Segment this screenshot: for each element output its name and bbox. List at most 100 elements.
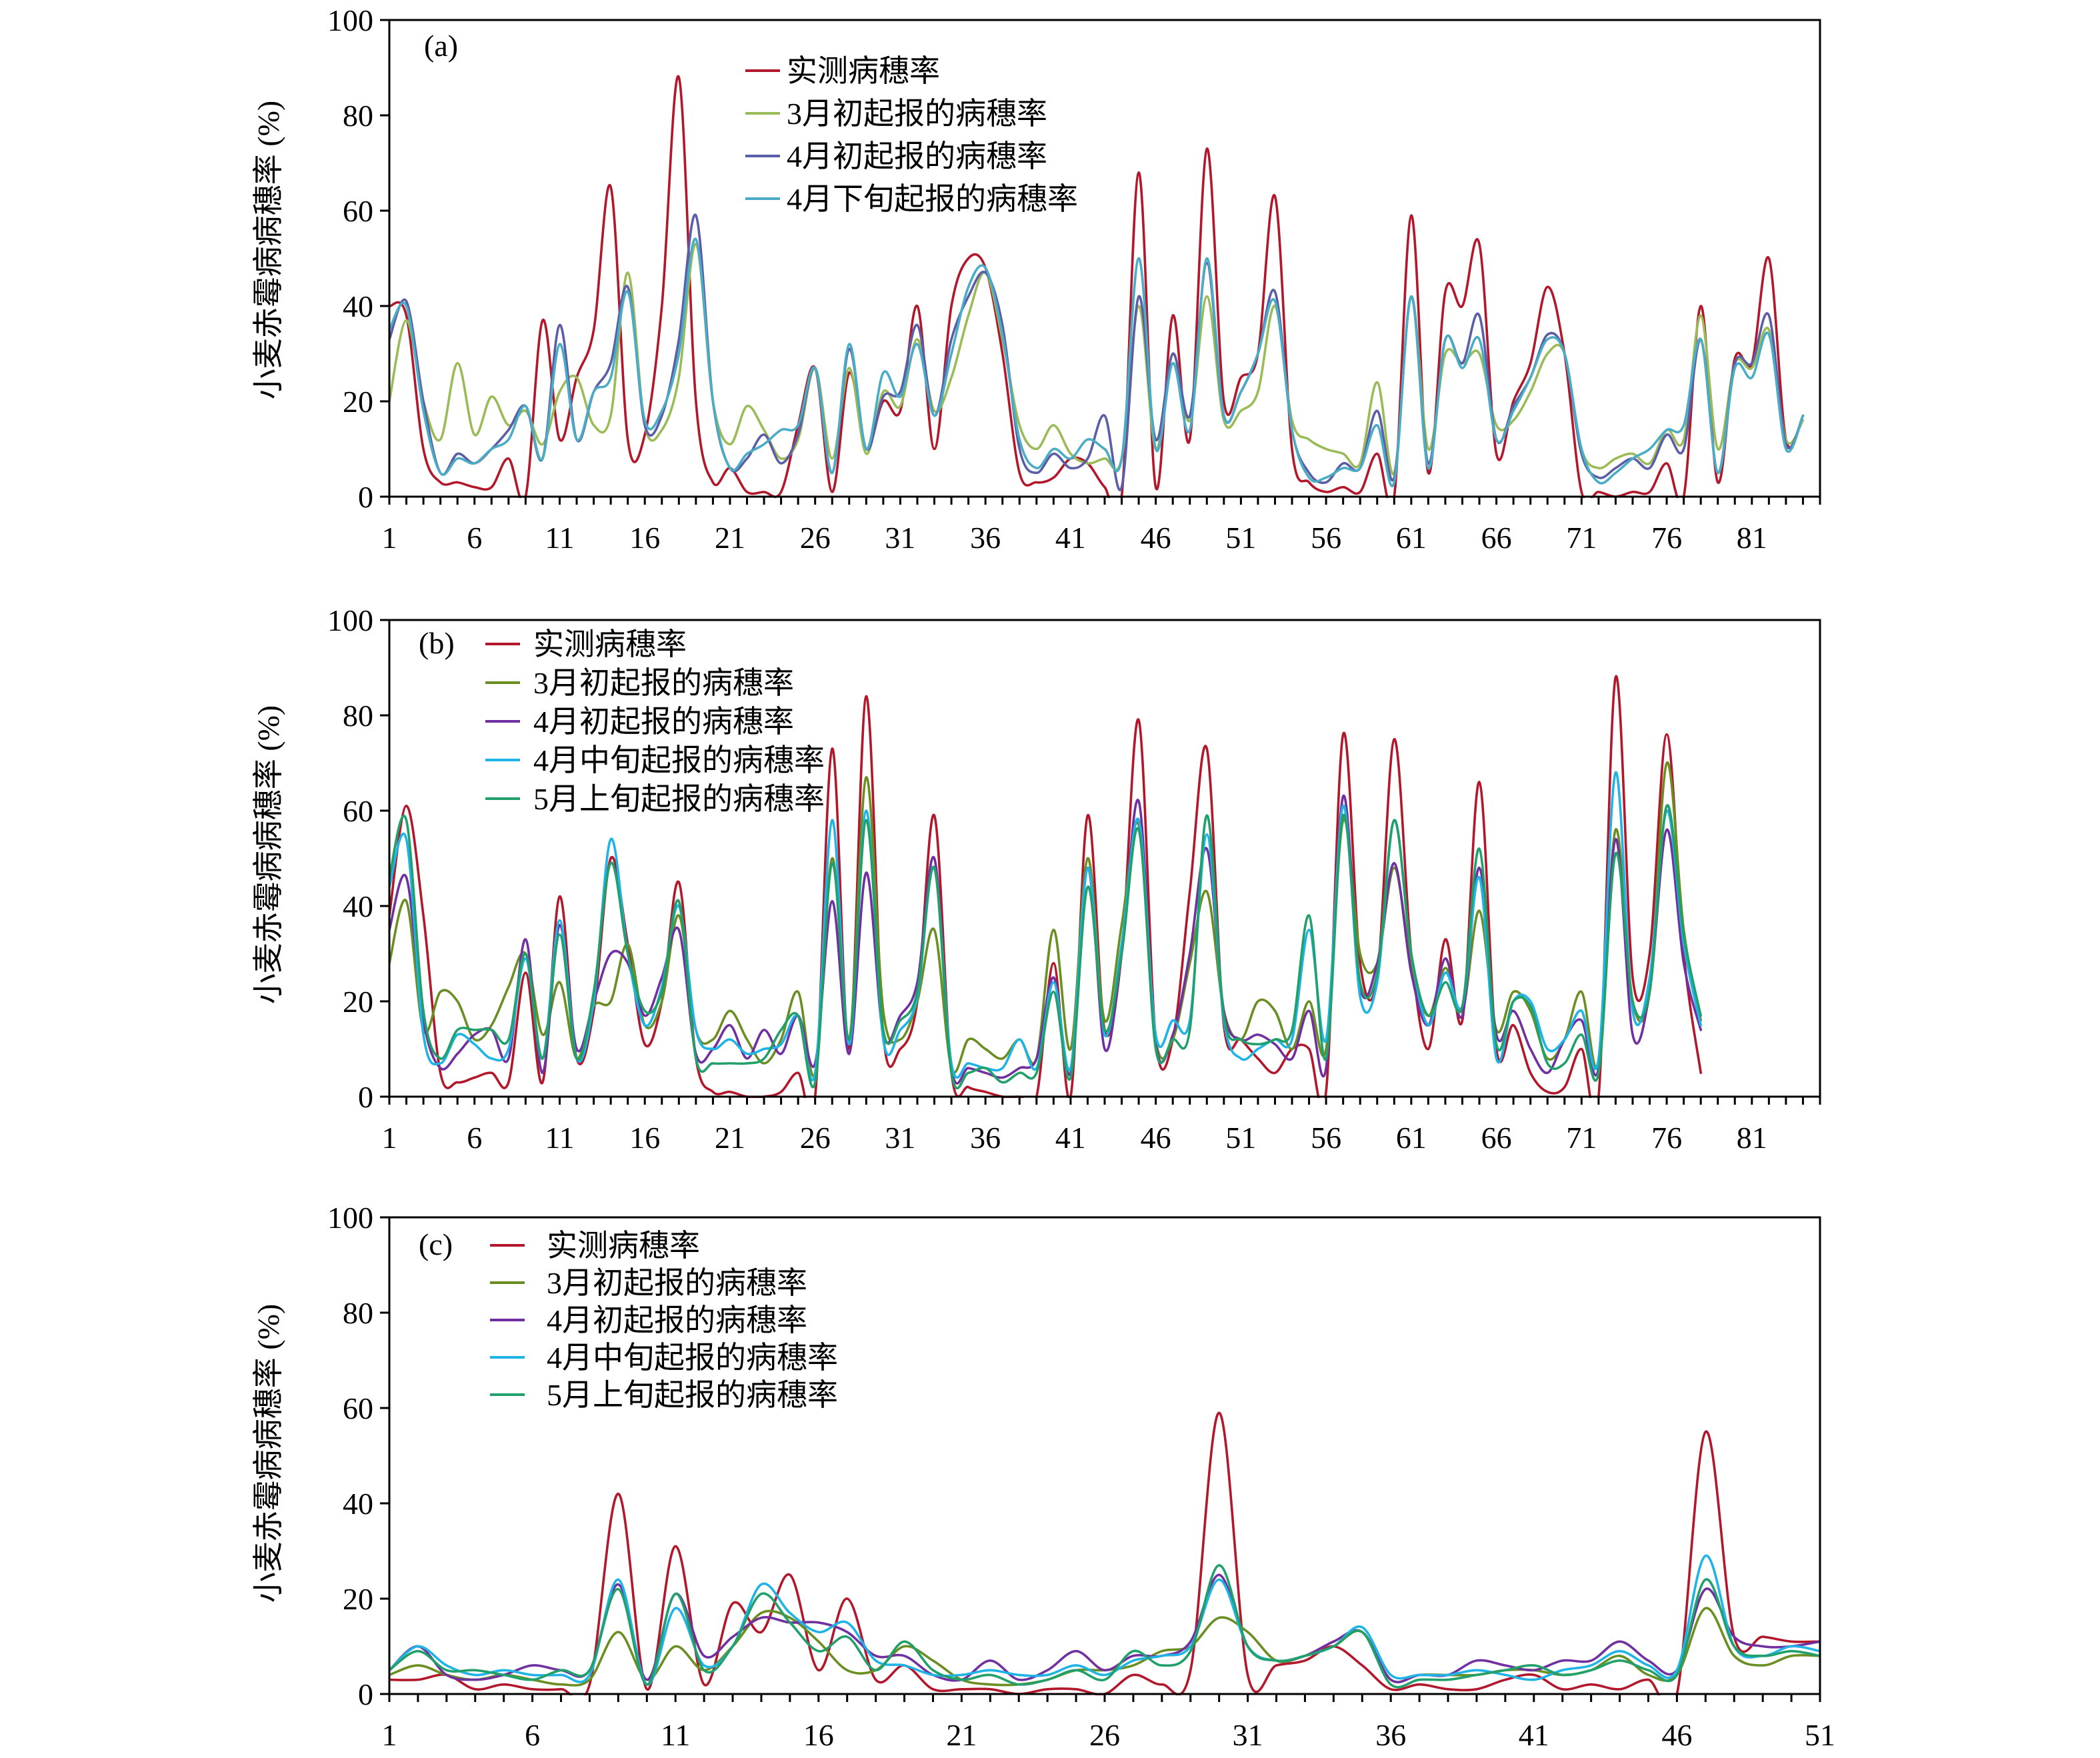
legend-label: 3月初起报的病穗率 xyxy=(533,666,794,700)
legend-label: 4月中旬起报的病穗率 xyxy=(547,1341,838,1375)
legend-label: 实测病穗率 xyxy=(547,1229,700,1263)
series-line xyxy=(389,237,1805,487)
y-tick-label: 60 xyxy=(343,194,373,228)
x-tick-label: 66 xyxy=(1481,1121,1512,1155)
legend-label: 4月初起报的病穗率 xyxy=(787,139,1047,173)
y-tick-label: 60 xyxy=(343,794,373,828)
series-line xyxy=(389,1554,1820,1686)
x-tick-label: 36 xyxy=(970,1121,1001,1155)
x-tick-label: 56 xyxy=(1311,521,1341,555)
y-tick-label: 100 xyxy=(327,1201,373,1235)
y-tick-label: 0 xyxy=(358,1677,373,1711)
legend-label: 4月初起报的病穗率 xyxy=(533,705,794,739)
y-tick-label: 20 xyxy=(343,985,373,1019)
legend-item: 实测病穗率 xyxy=(490,1229,700,1263)
x-tick-label: 81 xyxy=(1737,1121,1767,1155)
panel-c-legend: 实测病穗率 3月初起报的病穗率 4月初起报的病穗率 4月中旬起报的病穗率 5月上… xyxy=(490,1229,838,1412)
x-tick-label: 61 xyxy=(1396,521,1427,555)
x-tick-label: 56 xyxy=(1311,1121,1341,1155)
x-tick-label: 11 xyxy=(545,521,574,555)
legend-item: 4月下旬起报的病穗率 xyxy=(745,182,1078,216)
x-tick-label: 16 xyxy=(629,1121,660,1155)
x-tick-label: 31 xyxy=(885,521,915,555)
x-tick-label: 51 xyxy=(1805,1718,1835,1752)
x-tick-label: 1 xyxy=(382,1121,397,1155)
x-tick-label: 31 xyxy=(1233,1718,1263,1752)
legend-item: 实测病穗率 xyxy=(485,627,687,661)
panel-a-label: (a) xyxy=(424,29,458,63)
legend-item: 4月初起报的病穗率 xyxy=(490,1303,807,1337)
x-tick-label: 76 xyxy=(1651,521,1682,555)
series-group xyxy=(389,75,1805,498)
series-line xyxy=(389,75,1805,498)
legend-item: 3月初起报的病穗率 xyxy=(745,97,1047,131)
x-tick-label: 71 xyxy=(1566,521,1597,555)
x-tick-label: 1 xyxy=(382,521,397,555)
x-tick-label: 76 xyxy=(1651,1121,1682,1155)
panel-a-ylabel: 小麦赤霉病病穗率 (%) xyxy=(251,101,285,399)
x-tick-label: 21 xyxy=(715,521,745,555)
x-tick-label: 41 xyxy=(1055,1121,1086,1155)
panel-b-ylabel: 小麦赤霉病病穗率 (%) xyxy=(251,705,285,1004)
x-tick-label: 61 xyxy=(1396,1121,1427,1155)
panel-c-ylabel: 小麦赤霉病病穗率 (%) xyxy=(251,1304,285,1603)
y-tick-label: 80 xyxy=(343,99,373,133)
y-tick-label: 80 xyxy=(343,1296,373,1330)
x-tick-label: 26 xyxy=(1089,1718,1120,1752)
y-tick-label: 40 xyxy=(343,889,373,923)
x-tick-label: 16 xyxy=(629,521,660,555)
panel-c-label: (c) xyxy=(419,1227,453,1261)
legend-item: 5月上旬起报的病穗率 xyxy=(485,782,825,816)
x-tick-label: 21 xyxy=(715,1121,745,1155)
legend-label: 4月初起报的病穗率 xyxy=(547,1303,807,1337)
series-group xyxy=(389,675,1702,1098)
x-tick-label: 36 xyxy=(970,521,1001,555)
legend-item: 3月初起报的病穗率 xyxy=(485,666,794,700)
series-line xyxy=(389,1564,1820,1689)
legend-item: 实测病穗率 xyxy=(745,54,940,88)
x-tick-label: 21 xyxy=(946,1718,977,1752)
x-tick-label: 1 xyxy=(382,1718,397,1752)
x-tick-label: 41 xyxy=(1055,521,1086,555)
legend-item: 5月上旬起报的病穗率 xyxy=(490,1378,838,1412)
y-tick-label: 100 xyxy=(327,3,373,37)
x-tick-label: 11 xyxy=(545,1121,574,1155)
x-tick-label: 6 xyxy=(467,1121,482,1155)
legend-label: 3月初起报的病穗率 xyxy=(547,1266,807,1300)
panel-a-legend: 实测病穗率 3月初起报的病穗率 4月初起报的病穗率 4月下旬起报的病穗率 xyxy=(745,54,1078,216)
series-line xyxy=(389,804,1702,1089)
legend-label: 实测病穗率 xyxy=(787,54,940,88)
legend-item: 4月初起报的病穗率 xyxy=(745,139,1047,173)
y-tick-label: 20 xyxy=(343,385,373,419)
legend-label: 3月初起报的病穗率 xyxy=(787,97,1047,131)
x-tick-label: 26 xyxy=(800,521,831,555)
x-tick-label: 11 xyxy=(661,1718,690,1752)
y-tick-label: 40 xyxy=(343,1487,373,1521)
legend-item: 3月初起报的病穗率 xyxy=(490,1266,807,1300)
panel-b-legend: 实测病穗率 3月初起报的病穗率 4月初起报的病穗率 4月中旬起报的病穗率 5月上… xyxy=(485,627,825,816)
y-tick-label: 20 xyxy=(343,1582,373,1616)
panel-b-label: (b) xyxy=(419,626,455,660)
x-tick-label: 36 xyxy=(1375,1718,1406,1752)
y-tick-label: 60 xyxy=(343,1391,373,1425)
legend-label: 4月中旬起报的病穗率 xyxy=(533,743,825,777)
y-tick-label: 80 xyxy=(343,699,373,733)
x-tick-label: 46 xyxy=(1661,1718,1692,1752)
x-tick-label: 6 xyxy=(467,521,482,555)
x-tick-label: 26 xyxy=(800,1121,831,1155)
x-tick-label: 6 xyxy=(525,1718,540,1752)
legend-label: 5月上旬起报的病穗率 xyxy=(547,1378,838,1412)
legend-item: 4月中旬起报的病穗率 xyxy=(485,743,825,777)
x-tick-label: 41 xyxy=(1519,1718,1549,1752)
legend-item: 4月初起报的病穗率 xyxy=(485,705,794,739)
x-tick-label: 46 xyxy=(1141,521,1171,555)
x-tick-label: 51 xyxy=(1225,521,1256,555)
x-tick-label: 16 xyxy=(803,1718,834,1752)
